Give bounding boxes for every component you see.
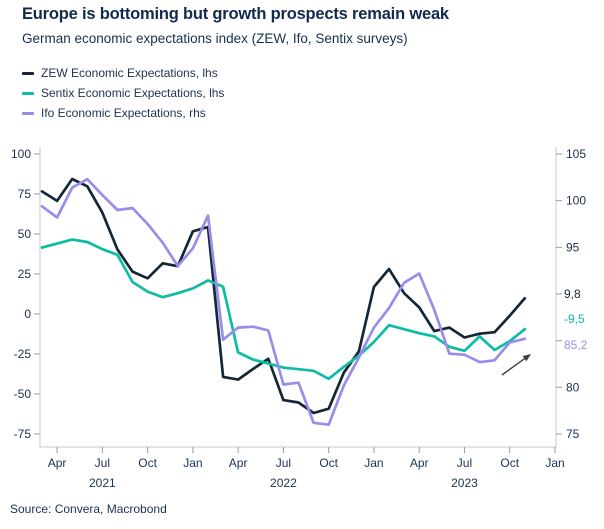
y-axis-left-tick-label: 0	[24, 307, 31, 321]
x-axis-year-label: 2023	[451, 476, 478, 490]
y-axis-left-tick-label: 100	[11, 147, 31, 161]
x-axis-tick-label: Oct	[138, 456, 157, 470]
trend-arrow	[501, 358, 525, 376]
x-axis-tick-label: Oct	[319, 456, 338, 470]
chart-svg: 100 75 50 25 0 -25 -50 -75 105 100 95 80 75 Apr Jul Oct…	[11, 147, 588, 490]
y-axis-left-tick-label: 75	[18, 187, 32, 201]
x-axis-tick-label: Apr	[48, 456, 67, 470]
source-note: Source: Convera, Macrobond	[10, 502, 167, 516]
y-axis-right-tick-label: 80	[566, 380, 580, 394]
y-axis-left-tick-label: -25	[14, 347, 32, 361]
legend-line-swatch-icon	[22, 111, 34, 115]
trend-arrow-head-icon	[522, 354, 531, 362]
x-axis-tick-label: Jul	[457, 456, 472, 470]
x-axis-tick-label: Jan	[183, 456, 202, 470]
y-axis-left-tick-label: -50	[14, 387, 32, 401]
legend-item: Ifo Economic Expectations, rhs	[22, 103, 224, 123]
x-axis-tick-label: Oct	[500, 456, 519, 470]
y-axis-right-tick-label: 75	[566, 427, 580, 441]
chart-subtitle: German economic expectations index (ZEW,…	[22, 31, 408, 46]
legend-item-label: ZEW Economic Expectations, lhs	[41, 66, 218, 80]
x-axis-tick-label: Jul	[95, 456, 110, 470]
legend-line-swatch-icon	[22, 71, 34, 75]
x-axis-tick-label: Apr	[229, 456, 248, 470]
end-value-label: -9,5	[564, 312, 585, 326]
legend-line-swatch-icon	[22, 91, 34, 95]
x-axis-tick-label: Jul	[276, 456, 291, 470]
legend-item-label: Sentix Economic Expectations, lhs	[41, 86, 225, 100]
x-axis-tick-label: Jan	[545, 456, 564, 470]
legend-item: Sentix Economic Expectations, lhs	[22, 83, 224, 103]
chart-title: Europe is bottoming but growth prospects…	[22, 5, 449, 23]
legend-item-label: Ifo Economic Expectations, rhs	[41, 106, 206, 120]
y-axis-left-tick-label: 25	[18, 267, 32, 281]
legend-item: ZEW Economic Expectations, lhs	[22, 63, 224, 83]
legend: ZEW Economic Expectations, lhs Sentix Eco…	[22, 63, 224, 123]
y-axis-right-tick-label: 95	[566, 240, 580, 254]
x-axis-year-label: 2021	[89, 476, 116, 490]
y-axis-left-tick-label: 50	[18, 227, 32, 241]
series-line-ifo	[40, 177, 527, 427]
series-line-sentix	[40, 238, 527, 381]
x-axis-year-label: 2022	[270, 476, 297, 490]
y-axis-right-tick-label: 100	[566, 194, 586, 208]
x-axis-tick-label: Apr	[410, 456, 429, 470]
end-value-label: 9,8	[564, 287, 581, 301]
y-axis-left-tick-label: -75	[14, 427, 32, 441]
end-value-label: 85,2	[564, 338, 588, 352]
y-axis-right-tick-label: 105	[566, 147, 586, 161]
x-axis-tick-label: Jan	[364, 456, 383, 470]
series-line-zew	[40, 177, 527, 415]
